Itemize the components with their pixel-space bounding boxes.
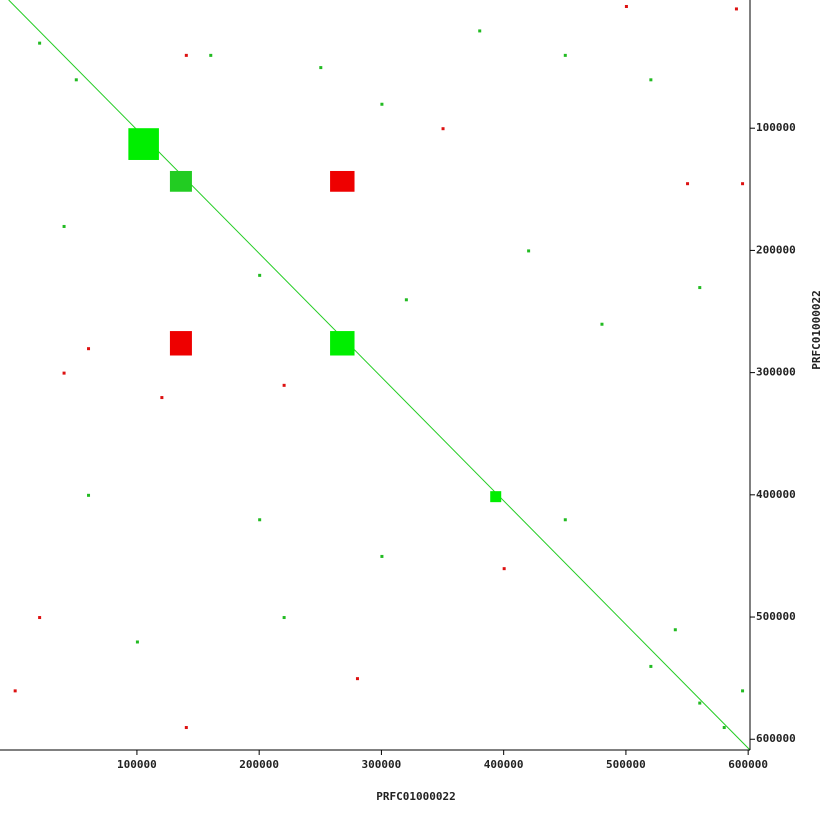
match-dot: [13, 689, 17, 693]
x-axis-label: PRFC01000022: [376, 790, 455, 803]
match-dot: [87, 347, 91, 351]
match-dot: [209, 53, 213, 57]
repeat-block: [330, 170, 355, 192]
match-dot: [478, 29, 482, 33]
repeat-block: [490, 491, 502, 503]
match-dot: [319, 66, 323, 70]
match-dot: [380, 102, 384, 106]
x-tick-label: 400000: [484, 758, 524, 771]
match-dot: [380, 554, 384, 558]
match-dot: [698, 286, 702, 290]
match-dot: [673, 628, 677, 632]
match-dot: [527, 249, 531, 253]
match-dot: [441, 127, 445, 131]
x-tick-label: 600000: [728, 758, 768, 771]
match-dot: [282, 616, 286, 620]
y-tick-label: 600000: [756, 732, 796, 745]
match-dot: [87, 493, 91, 497]
match-dot: [38, 616, 42, 620]
repeat-block: [169, 331, 192, 356]
match-dot: [258, 518, 262, 522]
repeat-block: [169, 170, 192, 192]
alignment-line: [8, 0, 751, 751]
match-dot: [282, 383, 286, 387]
match-dot: [649, 78, 653, 82]
match-dot: [649, 664, 653, 668]
match-dot: [62, 371, 66, 375]
x-tick-label: 200000: [239, 758, 279, 771]
match-dot: [184, 726, 188, 730]
y-tick-label: 300000: [756, 366, 796, 379]
repeat-block: [330, 331, 355, 356]
match-dot: [160, 396, 164, 400]
y-tick-label: 100000: [756, 121, 796, 134]
x-tick-label: 500000: [606, 758, 646, 771]
y-tick-label: 200000: [756, 243, 796, 256]
match-dot: [686, 182, 690, 186]
match-dot: [741, 689, 745, 693]
match-dot: [355, 677, 359, 681]
match-dot: [135, 640, 139, 644]
match-dot: [734, 7, 738, 11]
x-tick-label: 100000: [117, 758, 157, 771]
match-dot: [404, 298, 408, 302]
match-dot: [74, 78, 78, 82]
y-tick-label: 400000: [756, 488, 796, 501]
plot-area: [0, 0, 750, 750]
match-dot: [600, 322, 604, 326]
match-dot: [62, 224, 66, 228]
match-dot: [698, 701, 702, 705]
match-dot: [258, 273, 262, 277]
match-dot: [563, 53, 567, 57]
match-dot: [38, 41, 42, 45]
match-dot: [624, 4, 628, 8]
match-dot: [184, 53, 188, 57]
match-dot: [741, 182, 745, 186]
y-tick-label: 500000: [756, 610, 796, 623]
match-dot: [502, 567, 506, 571]
match-dot: [722, 726, 726, 730]
x-tick-label: 300000: [362, 758, 402, 771]
y-axis-label: PRFC01000022: [810, 290, 823, 369]
match-dot: [563, 518, 567, 522]
repeat-block: [128, 128, 159, 160]
